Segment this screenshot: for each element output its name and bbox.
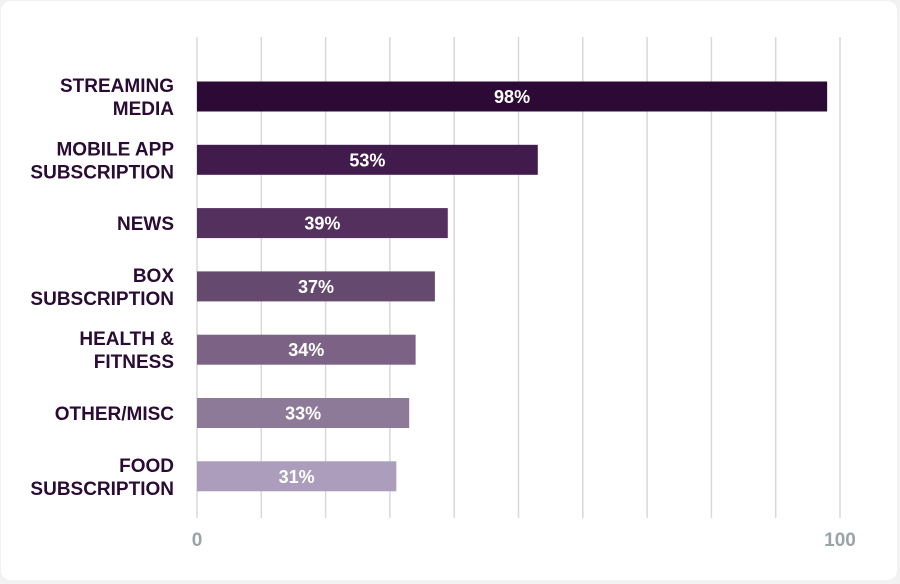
category-label: NEWS: [117, 214, 174, 235]
bar-value-label: 31%: [279, 467, 315, 487]
category-label: MEDIA: [113, 99, 175, 120]
category-label: SUBSCRIPTION: [30, 289, 174, 310]
category-label: SUBSCRIPTION: [30, 479, 174, 500]
category-label: SUBSCRIPTION: [30, 162, 174, 183]
category-label: HEALTH &: [79, 329, 174, 350]
bar-value-label: 37%: [298, 277, 334, 297]
bar: [197, 334, 416, 365]
category-label: BOX: [133, 266, 175, 287]
bar-value-label: 98%: [494, 87, 530, 107]
bar: [197, 271, 435, 302]
bar: [197, 144, 538, 175]
category-label: FITNESS: [94, 352, 174, 373]
bar-value-label: 39%: [304, 214, 340, 234]
bar-value-label: 34%: [288, 340, 324, 360]
bar-value-label: 33%: [285, 404, 321, 424]
bar: [197, 461, 397, 492]
category-label: OTHER/MISC: [55, 404, 175, 425]
bar: [197, 81, 828, 112]
category-label: FOOD: [119, 456, 174, 477]
x-tick-label: 0: [192, 530, 203, 551]
bar-value-label: 53%: [349, 150, 385, 170]
category-label: STREAMING: [60, 76, 174, 97]
bar: [197, 208, 448, 239]
x-tick-label: 100: [824, 530, 856, 551]
category-label: MOBILE APP: [56, 139, 174, 160]
bar: [197, 398, 410, 428]
